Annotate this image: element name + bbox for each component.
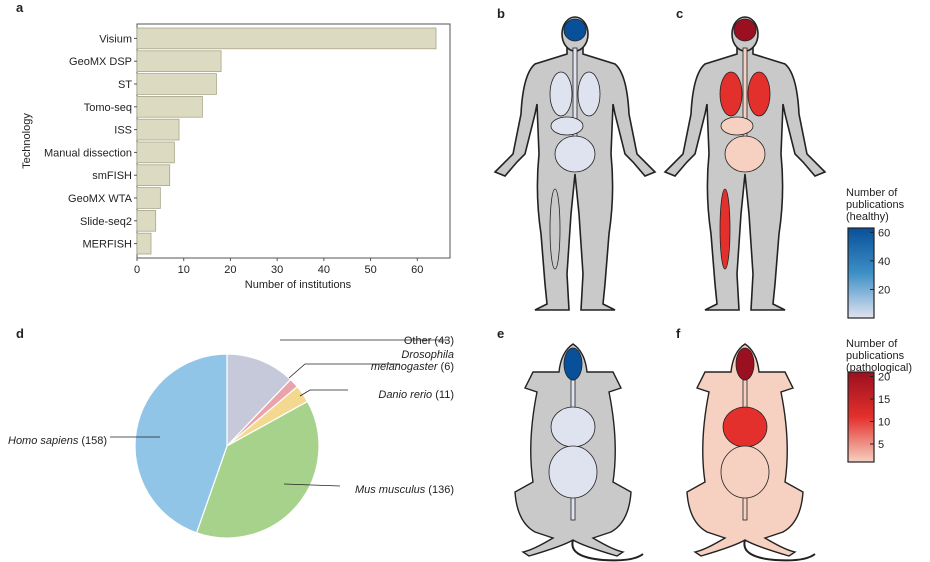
colorbar-healthy [847, 227, 875, 319]
bar-geomx-dsp [136, 50, 222, 72]
y-tick-label: ISS [114, 125, 132, 137]
bar-slide-seq2 [136, 209, 157, 232]
pie-slice [226, 353, 292, 448]
pie-label: Drosophila [401, 349, 454, 361]
lung-left [549, 71, 573, 117]
x-tick-label: 30 [271, 264, 283, 276]
y-tick-label: smFISH [92, 170, 132, 182]
pie-label: Homo sapiens (158) [8, 435, 107, 447]
bar-iss [136, 118, 180, 141]
colorbar-tick-label: 10 [878, 417, 890, 429]
bar-chart: Visium GeoMX DSP ST Tomo-seq ISS Manual disse… [21, 23, 451, 291]
x-tick-label: 60 [411, 264, 423, 276]
x-tick-label: 40 [318, 264, 330, 276]
y-axis-label: Technology [21, 113, 33, 169]
cb-title-line: Number of [846, 338, 898, 350]
body-silhouette [663, 45, 827, 311]
leg-muscle [719, 188, 731, 270]
leader-line [283, 483, 341, 487]
pie-label: melanogaster (6) [371, 361, 454, 373]
plot-frame [136, 23, 451, 259]
x-tick-label: 50 [364, 264, 376, 276]
human-body [663, 16, 827, 311]
intestine [720, 445, 770, 499]
colorbar-tick-label: 15 [878, 394, 890, 406]
bar-visium [136, 27, 437, 50]
leader-line [299, 389, 348, 397]
panel-label-b: b [497, 6, 505, 21]
leader-line [288, 363, 400, 379]
brain [735, 347, 755, 381]
bar-tomo-seq [136, 96, 203, 118]
human-body [493, 16, 657, 311]
brain [563, 18, 587, 42]
x-axis-label: Number of institutions [245, 279, 352, 291]
body-silhouette [493, 45, 657, 311]
pie-label: Danio rerio (11) [378, 389, 454, 401]
intestine [554, 135, 596, 173]
liver [550, 116, 584, 136]
liver [720, 116, 754, 136]
pie-slice [134, 353, 228, 534]
colorbar-tick-label: 5 [878, 439, 884, 451]
pie-label: Mus musculus (136) [355, 484, 454, 496]
cb-title-line: publications [846, 199, 905, 211]
y-tick-label: MERFISH [83, 239, 133, 251]
mouse-body [514, 343, 644, 562]
pie-label: Other (43) [404, 335, 454, 347]
brain [563, 347, 583, 381]
cb-title-line: publications [846, 350, 905, 362]
mouse-body [686, 343, 816, 562]
cb-title-line: Number of [846, 187, 898, 199]
y-tick-label: ST [118, 79, 132, 91]
panel-label-c: c [676, 6, 684, 21]
panel-label-f: f [676, 326, 681, 341]
colorbar-tick-label: 60 [878, 227, 890, 239]
leg-muscle [549, 188, 561, 270]
thorax [722, 406, 768, 448]
tail [571, 539, 644, 562]
lung-left [719, 71, 743, 117]
y-tick-label: Visium [99, 33, 132, 45]
panel-label-a: a [16, 0, 24, 15]
bar-merfish [136, 232, 152, 255]
cb-title-line: (healthy) [846, 211, 889, 223]
tail [743, 539, 816, 562]
colorbar-healthy-title: Number of publications (healthy) [846, 187, 904, 223]
y-tick-label: GeoMX DSP [69, 56, 132, 68]
bar-st [136, 73, 217, 95]
y-tick-label: Manual dissection [44, 147, 132, 159]
colorbar-tick-label: 20 [878, 372, 890, 384]
bar-geomx-wta [136, 187, 161, 209]
lung-right [577, 71, 601, 117]
anatomy-diagrams [493, 16, 827, 562]
colorbars: 20 40 60 5 10 15 20 [847, 227, 890, 463]
panel-label-e: e [497, 326, 505, 341]
intestine [724, 135, 766, 173]
colorbar-tick-label: 40 [878, 256, 890, 268]
colorbar-pathological-title: Number of publications (pathological) [846, 338, 912, 374]
panel-label-d: d [16, 326, 24, 341]
colorbar-tick-label: 20 [878, 284, 890, 296]
x-tick-label: 20 [224, 264, 236, 276]
x-tick-label: 10 [178, 264, 190, 276]
y-tick-label: Tomo-seq [84, 102, 132, 114]
x-tick-label: 0 [134, 264, 140, 276]
thorax [550, 406, 596, 448]
y-tick-label: GeoMX WTA [68, 193, 133, 205]
brain [733, 18, 757, 42]
pie-slice [195, 400, 320, 539]
y-tick-label: Slide-seq2 [80, 216, 132, 228]
lung-right [747, 71, 771, 117]
cb-title-line: (pathological) [846, 362, 913, 374]
bar-manual-dissection [136, 141, 175, 164]
intestine [548, 445, 598, 499]
bar-smfish [136, 164, 171, 187]
colorbar-pathological [847, 371, 875, 463]
